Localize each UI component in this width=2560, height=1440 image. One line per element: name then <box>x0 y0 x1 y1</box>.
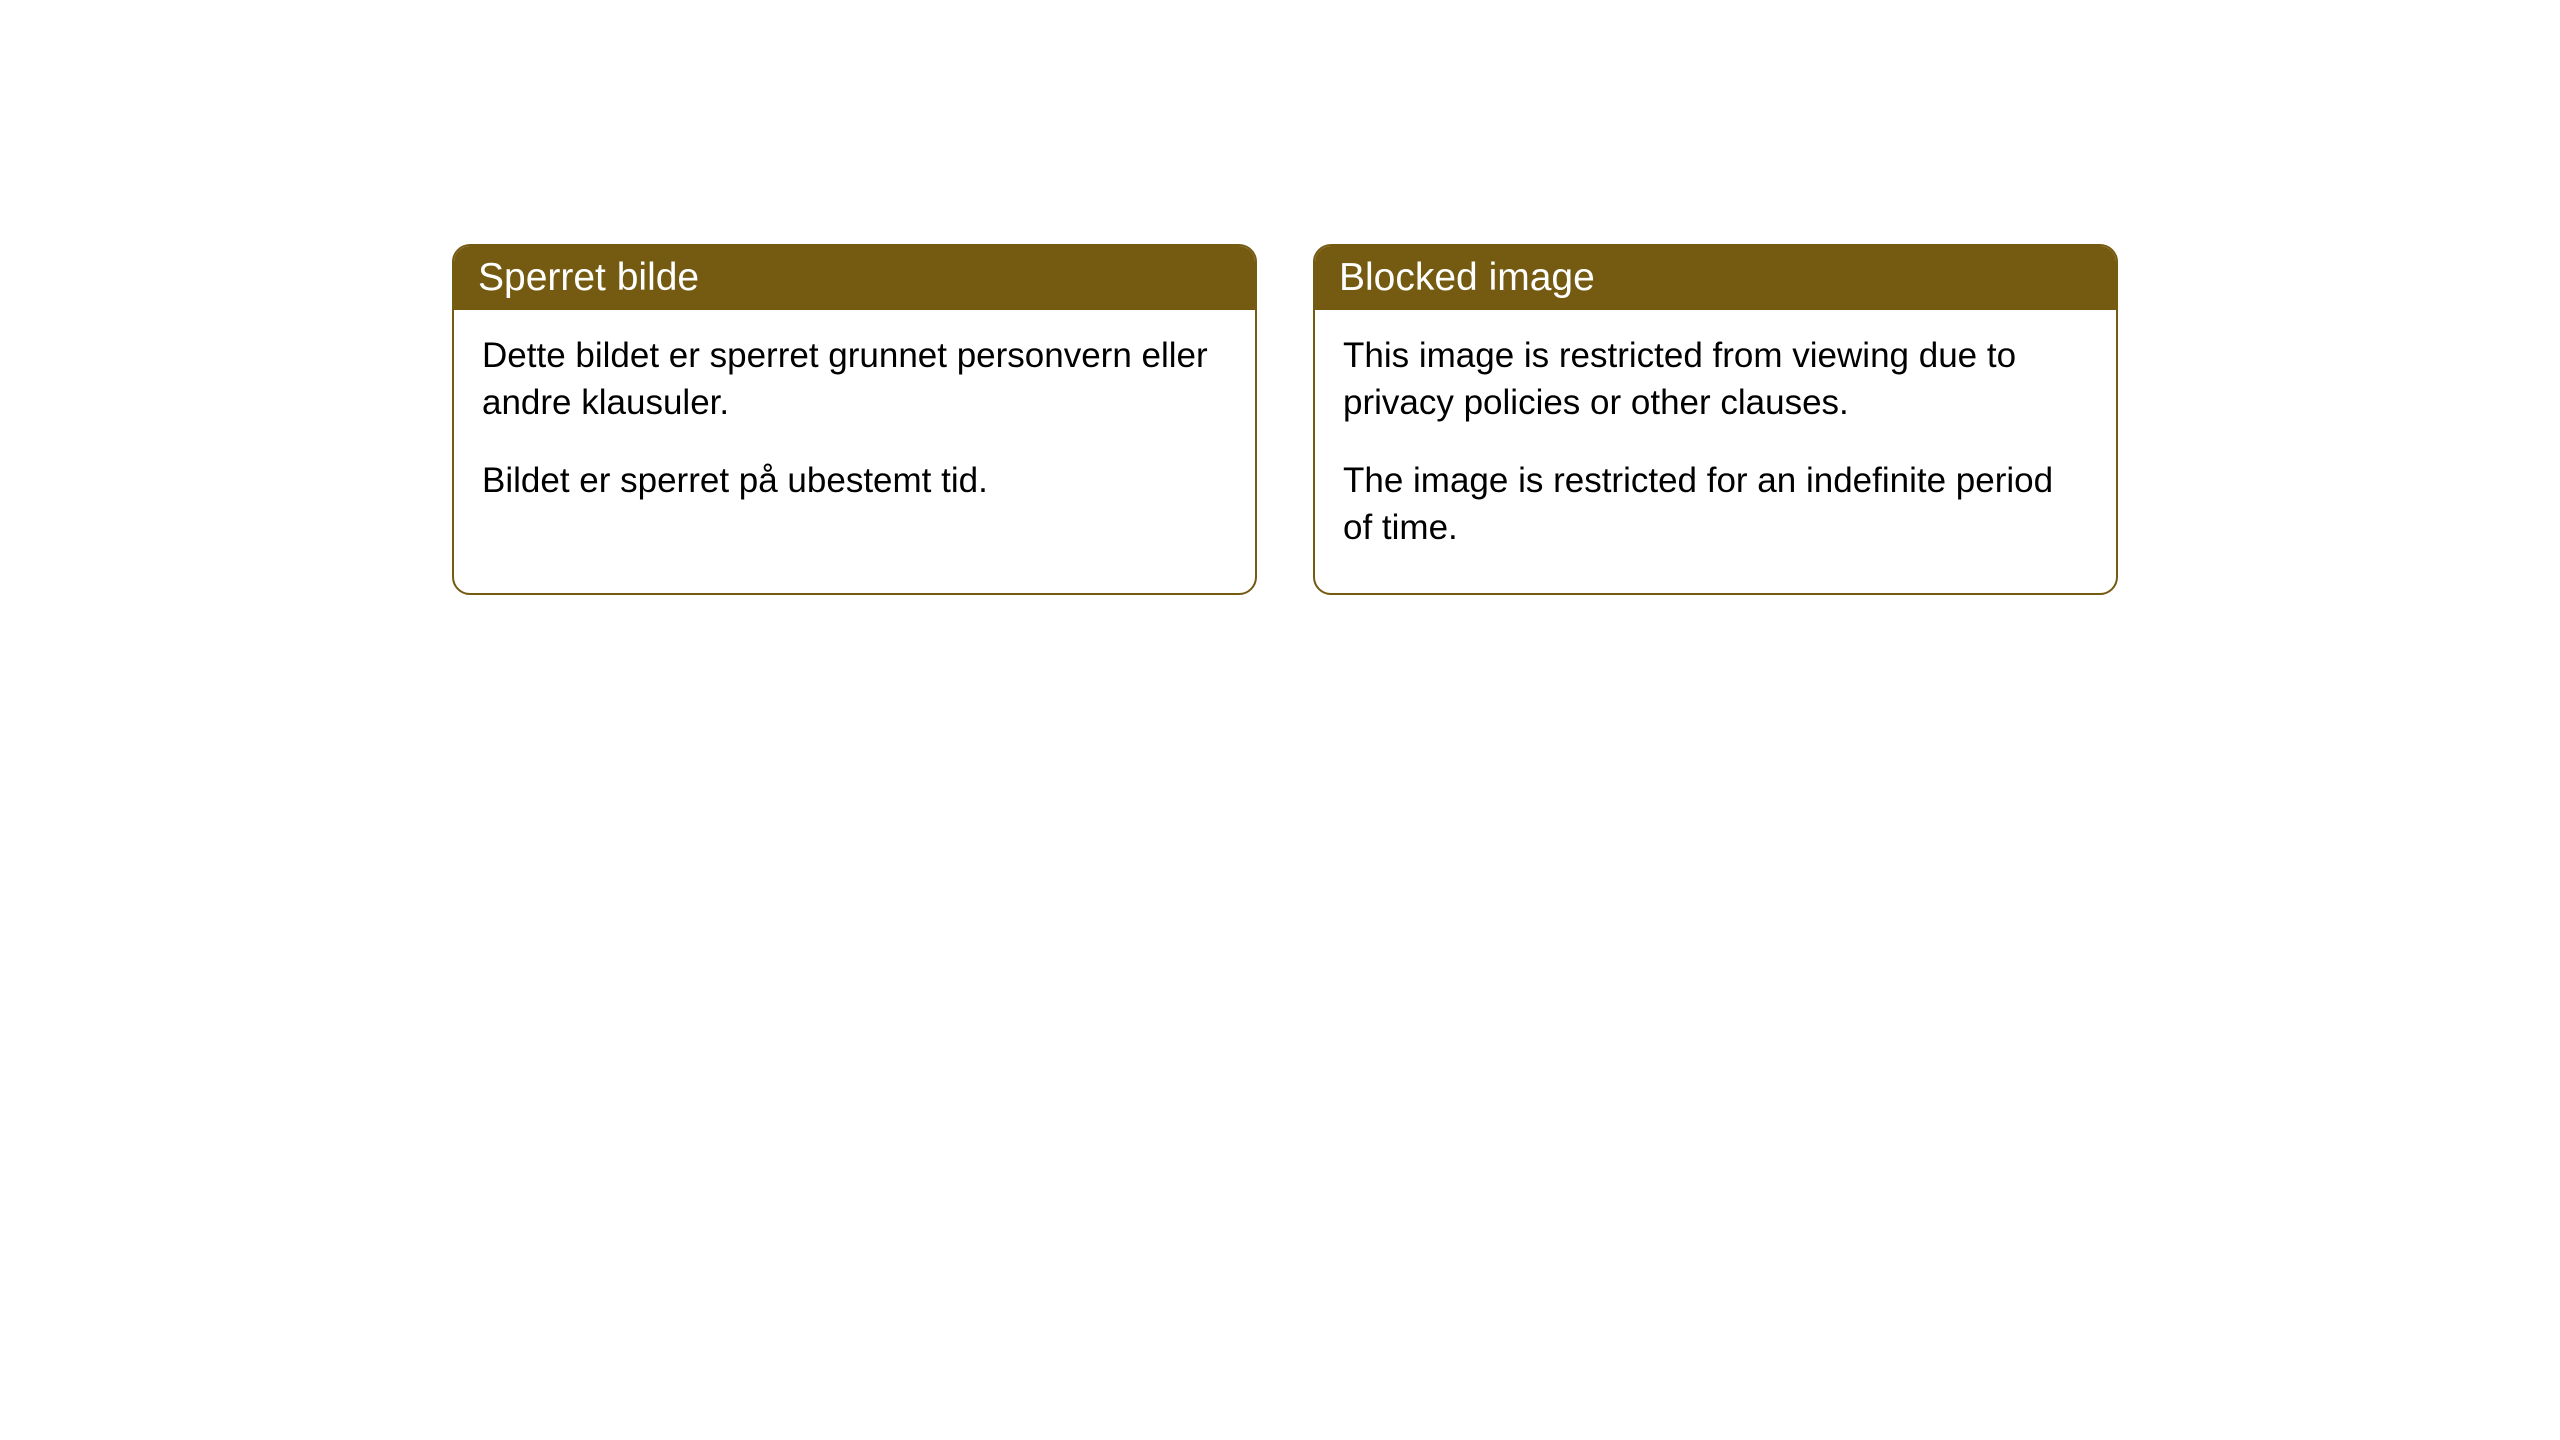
blocked-image-card-norwegian: Sperret bilde Dette bildet er sperret gr… <box>452 244 1257 595</box>
card-paragraph: This image is restricted from viewing du… <box>1343 332 2088 427</box>
info-cards-container: Sperret bilde Dette bildet er sperret gr… <box>452 244 2118 595</box>
blocked-image-card-english: Blocked image This image is restricted f… <box>1313 244 2118 595</box>
card-title: Blocked image <box>1315 246 2116 310</box>
card-paragraph: Bildet er sperret på ubestemt tid. <box>482 457 1227 504</box>
card-paragraph: Dette bildet er sperret grunnet personve… <box>482 332 1227 427</box>
card-body: This image is restricted from viewing du… <box>1315 310 2116 593</box>
card-body: Dette bildet er sperret grunnet personve… <box>454 310 1255 546</box>
card-paragraph: The image is restricted for an indefinit… <box>1343 457 2088 552</box>
card-title: Sperret bilde <box>454 246 1255 310</box>
